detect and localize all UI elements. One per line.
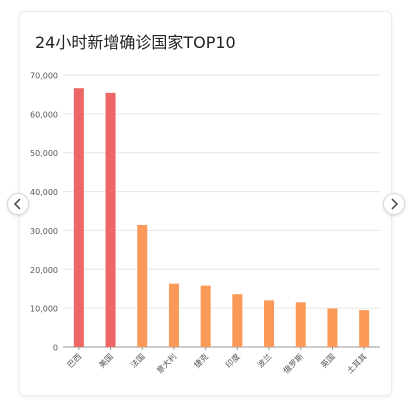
x-tick-label: 美国 [97,351,115,369]
y-tick-label: 40,000 [30,188,58,197]
chevron-right-icon [391,198,399,210]
y-tick-label: 60,000 [30,110,58,119]
y-tick-label: 30,000 [30,227,58,236]
bar-1 [105,92,116,347]
bar-8 [327,308,338,347]
bar-3 [168,283,179,347]
chart-title: 24小时新增确诊国家TOP10 [35,33,236,52]
x-tick-label: 法国 [128,351,146,369]
prev-button[interactable] [7,193,29,215]
x-tick-label: 印度 [223,351,241,369]
y-tick-label: 20,000 [30,266,58,275]
bar-5 [232,294,243,347]
x-tick-label: 土耳其 [345,351,369,375]
bar-2 [137,224,148,347]
bar-6 [264,300,275,347]
bar-7 [295,302,306,347]
bar-0 [73,88,84,347]
bar-4 [200,285,211,347]
bar-9 [359,310,370,347]
x-tick-label: 俄罗斯 [281,351,305,375]
y-tick-label: 70,000 [30,72,58,81]
y-tick-label: 0 [53,344,58,353]
x-tick-label: 意大利 [154,351,178,375]
next-button[interactable] [383,193,405,215]
x-tick-label: 巴西 [66,352,84,370]
y-tick-label: 10,000 [30,305,58,314]
y-tick-label: 50,000 [30,149,58,158]
chevron-left-icon [13,198,21,210]
x-tick-label: 捷克 [192,351,210,369]
x-tick-label: 波兰 [255,351,273,369]
x-tick-label: 英国 [318,351,336,369]
